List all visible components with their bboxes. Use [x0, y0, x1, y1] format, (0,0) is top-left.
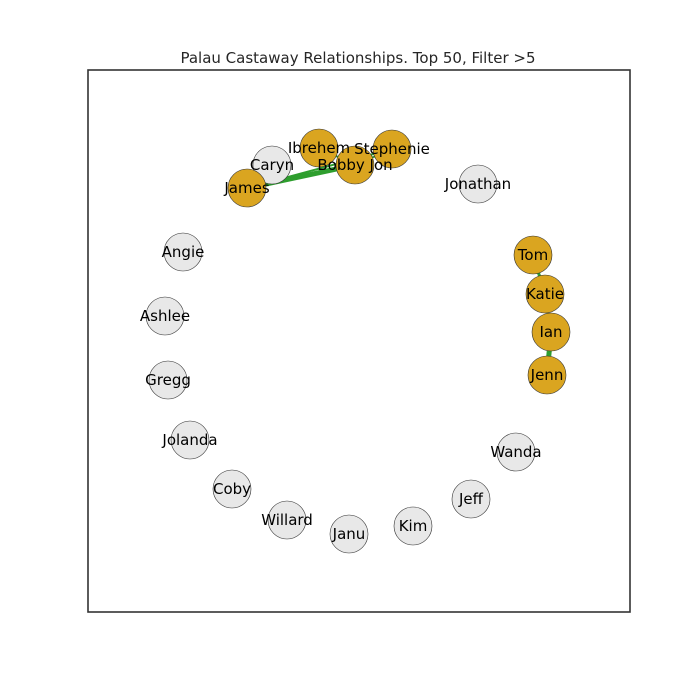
node-jonathan	[458, 164, 498, 204]
node-label-gregg: Gregg	[145, 371, 191, 389]
node-janu	[329, 514, 369, 554]
node-label-james: James	[223, 179, 269, 197]
node-stephenie	[372, 129, 412, 169]
nodes-layer	[145, 128, 571, 554]
node-tom	[513, 235, 553, 275]
node-label-jeff: Jeff	[458, 490, 484, 508]
node-label-bobbyjon: Bobby Jon	[317, 156, 392, 174]
node-ashlee	[145, 296, 185, 336]
node-jeff	[451, 479, 491, 519]
node-label-caryn: Caryn	[250, 156, 294, 174]
node-gregg	[148, 360, 188, 400]
node-label-coby: Coby	[213, 480, 251, 498]
node-angie	[163, 232, 203, 272]
node-label-jonathan: Jonathan	[444, 175, 511, 193]
node-label-ian: Ian	[539, 323, 562, 341]
node-label-ibrehem: Ibrehem	[288, 139, 350, 157]
node-label-tom: Tom	[517, 246, 548, 264]
node-jolanda	[170, 420, 210, 460]
node-coby	[212, 469, 252, 509]
node-james	[227, 168, 267, 208]
node-label-kim: Kim	[399, 517, 428, 535]
node-caryn	[252, 145, 292, 185]
node-wanda	[496, 432, 536, 472]
node-label-ashlee: Ashlee	[140, 307, 190, 325]
node-label-katie: Katie	[526, 285, 564, 303]
node-label-angie: Angie	[162, 243, 205, 261]
node-bobbyjon	[335, 145, 375, 185]
node-jenn	[527, 355, 567, 395]
node-willard	[267, 500, 307, 540]
node-label-jenn: Jenn	[530, 366, 564, 384]
node-label-stephenie: Stephenie	[354, 140, 430, 158]
plot-frame	[87, 69, 631, 613]
node-ian	[531, 312, 571, 352]
node-katie	[525, 274, 565, 314]
node-kim	[393, 506, 433, 546]
labels-layer: Ibrehem Stephenie Caryn Bobby Jon James Jonat…	[140, 139, 564, 543]
figure-title: Palau Castaway Relationships. Top 50, Fi…	[180, 49, 535, 67]
node-label-wanda: Wanda	[490, 443, 541, 461]
node-label-willard: Willard	[261, 511, 313, 529]
node-label-janu: Janu	[332, 525, 366, 543]
node-label-jolanda: Jolanda	[161, 431, 217, 449]
node-ibrehem	[299, 128, 339, 168]
